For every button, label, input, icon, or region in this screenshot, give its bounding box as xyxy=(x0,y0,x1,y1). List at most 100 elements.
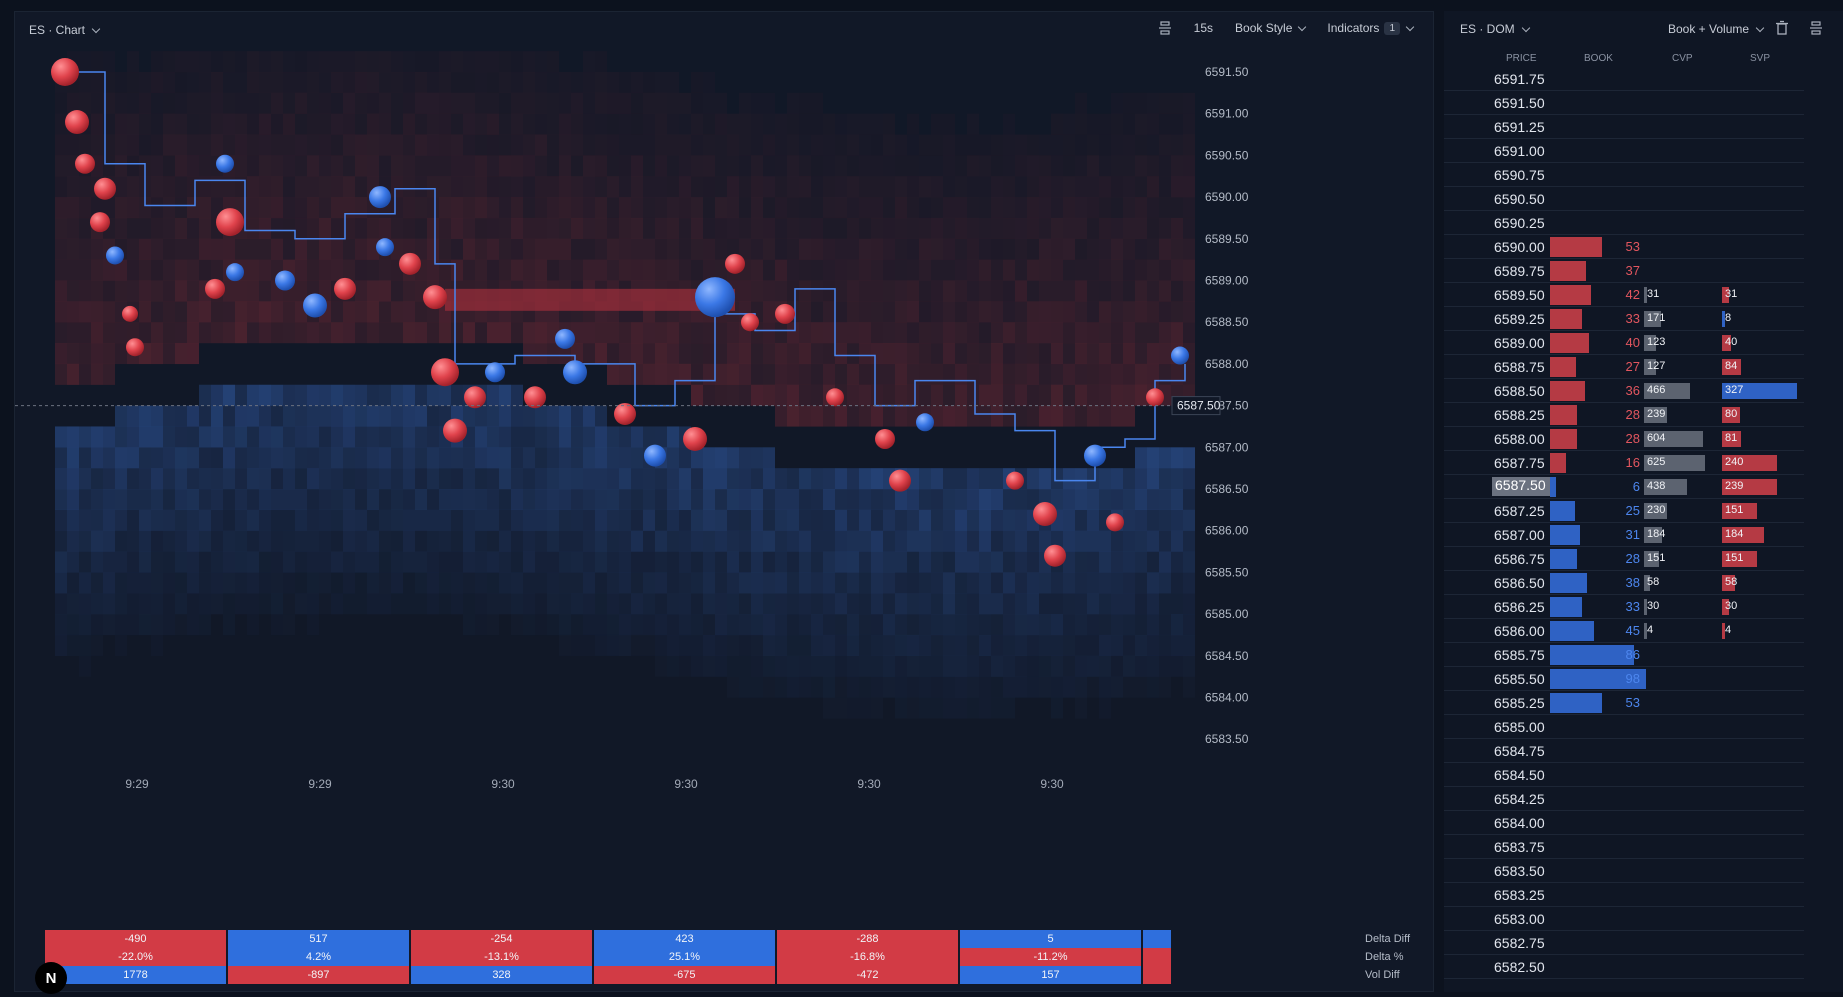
dom-row[interactable]: 6585.00 xyxy=(1444,715,1804,739)
heatmap-cell xyxy=(343,51,355,73)
dom-row[interactable]: 6591.25 xyxy=(1444,115,1804,139)
heatmap-cell xyxy=(235,384,247,406)
layers-icon[interactable] xyxy=(1809,20,1823,36)
dom-row[interactable]: 6587.00 31 184 184 xyxy=(1444,523,1804,547)
dom-row[interactable]: 6584.75 xyxy=(1444,739,1804,763)
dom-row[interactable]: 6591.50 xyxy=(1444,91,1804,115)
dom-row[interactable]: 6584.50 xyxy=(1444,763,1804,787)
heatmap-cell xyxy=(751,363,763,385)
heatmap-cell xyxy=(655,113,667,135)
dom-row[interactable]: 6582.50 xyxy=(1444,955,1804,979)
layout-button[interactable] xyxy=(1158,21,1172,35)
dom-row[interactable]: 6589.00 40 123 40 xyxy=(1444,331,1804,355)
heatmap-cell xyxy=(979,176,991,198)
heatmap-cell xyxy=(751,509,763,531)
heatmap-cell xyxy=(691,593,703,615)
dom-row[interactable]: 6589.50 42 31 31 xyxy=(1444,283,1804,307)
heatmap-cell xyxy=(1039,530,1051,552)
dom-mode-dropdown[interactable]: Book + Volume xyxy=(1668,22,1765,36)
dom-row[interactable]: 6590.50 xyxy=(1444,187,1804,211)
heatmap-cell xyxy=(427,155,439,177)
dom-symbol-selector[interactable]: ES · DOM xyxy=(1460,22,1530,36)
heatmap-cell xyxy=(91,634,103,656)
dom-row[interactable]: 6586.75 28 151 151 xyxy=(1444,547,1804,571)
heatmap-cell xyxy=(1123,343,1135,365)
dom-row[interactable]: 6588.75 27 127 84 xyxy=(1444,355,1804,379)
heatmap-cell xyxy=(475,489,487,510)
dom-row[interactable]: 6589.25 33 171 8 xyxy=(1444,307,1804,331)
dom-row[interactable]: 6588.00 28 604 81 xyxy=(1444,427,1804,451)
heatmap-cell xyxy=(667,468,679,490)
dom-row[interactable]: 6588.25 28 239 80 xyxy=(1444,403,1804,427)
dom-row[interactable]: 6583.00 xyxy=(1444,907,1804,931)
dom-row[interactable]: 6583.50 xyxy=(1444,859,1804,883)
trash-icon[interactable] xyxy=(1775,20,1789,36)
dom-row[interactable]: 6583.75 xyxy=(1444,835,1804,859)
dom-row[interactable]: 6585.50 98 xyxy=(1444,667,1804,691)
dom-row[interactable]: 6588.50 36 466 327 xyxy=(1444,379,1804,403)
heatmap-cell xyxy=(163,447,175,469)
dom-row[interactable]: 6587.25 25 230 151 xyxy=(1444,499,1804,523)
heatmap-cell xyxy=(1075,217,1087,239)
heatmap-cell xyxy=(643,551,655,573)
heatmap-cell xyxy=(151,280,163,302)
dom-row[interactable]: 6590.75 xyxy=(1444,163,1804,187)
indicators-dropdown[interactable]: Indicators 1 xyxy=(1327,21,1415,35)
heatmap-cell xyxy=(391,155,403,177)
chart-symbol-selector[interactable]: ES · Chart xyxy=(29,23,101,37)
heatmap-cell xyxy=(235,509,247,531)
dom-row[interactable]: 6589.75 37 xyxy=(1444,259,1804,283)
book-bar xyxy=(1550,525,1581,545)
dom-row[interactable]: 6591.75 xyxy=(1444,67,1804,91)
dom-row[interactable]: 6590.00 53 xyxy=(1444,235,1804,259)
heatmap-cell xyxy=(1063,405,1075,427)
heatmap-cell xyxy=(427,217,439,239)
book-style-dropdown[interactable]: Book Style xyxy=(1235,21,1307,35)
dom-row[interactable]: 6591.00 xyxy=(1444,139,1804,163)
brand-logo[interactable]: N xyxy=(35,962,67,994)
dom-row[interactable]: 6584.25 xyxy=(1444,787,1804,811)
dom-row[interactable]: 6583.25 xyxy=(1444,883,1804,907)
heatmap-cell xyxy=(499,322,511,344)
heatmap-cell xyxy=(1051,405,1063,427)
heatmap-cell xyxy=(127,572,139,594)
heatmap-cell xyxy=(187,530,199,552)
heatmap-cell xyxy=(283,217,295,239)
dom-row[interactable]: 6587.50 6 438 239 xyxy=(1444,475,1804,499)
book-value: 86 xyxy=(1625,647,1640,662)
heatmap-cell xyxy=(523,322,535,344)
heatmap-cell xyxy=(139,572,151,594)
heatmap-chart[interactable]: 6591.506591.006590.506590.006589.506589.… xyxy=(15,12,1435,993)
dom-row[interactable]: 6586.00 45 4 4 xyxy=(1444,619,1804,643)
heatmap-cell xyxy=(1171,322,1183,344)
heatmap-cell xyxy=(895,676,907,698)
heatmap-cell xyxy=(679,489,691,510)
heatmap-cell xyxy=(943,509,955,531)
heatmap-cell xyxy=(991,176,1003,198)
heatmap-cell xyxy=(691,447,703,469)
heatmap-cell xyxy=(763,176,775,198)
trade-bubble xyxy=(106,246,124,265)
dom-row[interactable]: 6585.75 86 xyxy=(1444,643,1804,667)
heatmap-cell xyxy=(439,113,451,135)
heatmap-cell xyxy=(223,384,235,406)
dom-row[interactable]: 6586.50 38 58 58 xyxy=(1444,571,1804,595)
heatmap-cell xyxy=(1027,155,1039,177)
dom-row[interactable]: 6590.25 xyxy=(1444,211,1804,235)
dom-row[interactable]: 6587.75 16 625 240 xyxy=(1444,451,1804,475)
timeframe-button[interactable]: 15s xyxy=(1194,21,1213,35)
heatmap-cell xyxy=(931,614,943,636)
dom-row[interactable]: 6585.25 53 xyxy=(1444,691,1804,715)
dom-row[interactable]: 6584.00 xyxy=(1444,811,1804,835)
dom-row[interactable]: 6582.75 xyxy=(1444,931,1804,955)
book-value: 38 xyxy=(1625,575,1640,590)
heatmap-cell xyxy=(619,259,631,281)
heatmap-cell xyxy=(583,509,595,531)
heatmap-cell xyxy=(943,343,955,365)
dom-row[interactable]: 6586.25 33 30 30 xyxy=(1444,595,1804,619)
heatmap-cell xyxy=(799,134,811,156)
heatmap-cell xyxy=(259,551,271,573)
heatmap-cell xyxy=(427,489,439,510)
heatmap-cell xyxy=(67,551,79,573)
